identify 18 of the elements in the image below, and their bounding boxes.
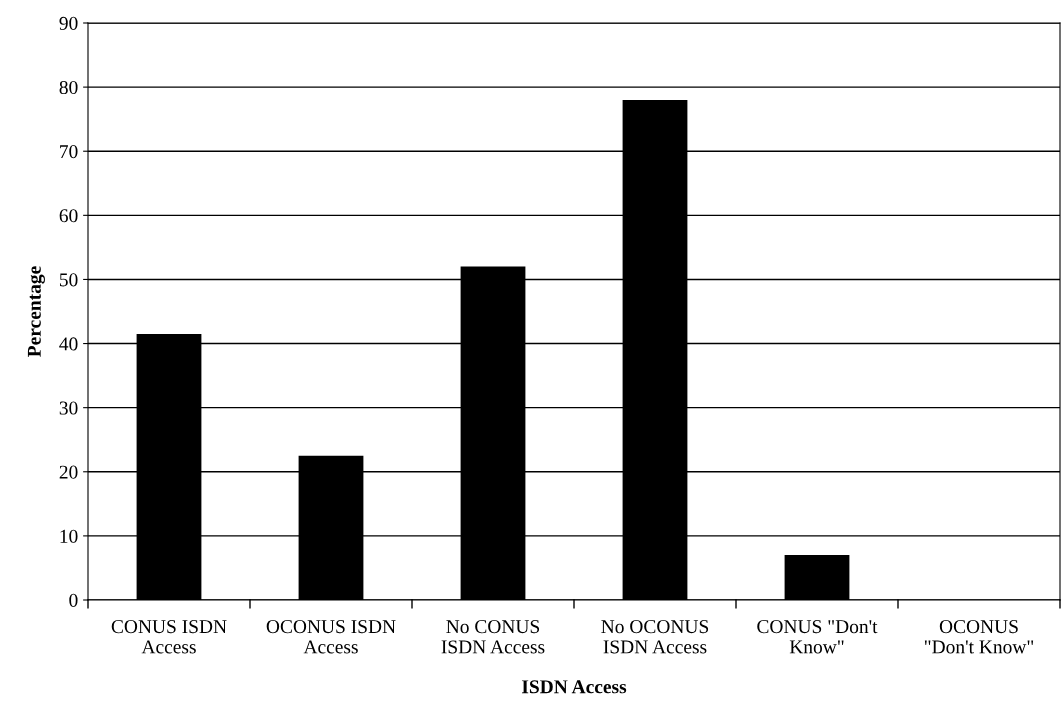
- x-tick-label: No OCONUS ISDN Access: [601, 620, 709, 654]
- y-tick-label: 0: [69, 593, 78, 607]
- y-tick-label: 30: [59, 401, 78, 415]
- y-axis-title: Percentage: [27, 266, 45, 357]
- y-tick-label: 70: [60, 145, 78, 159]
- x-axis-title: ISDN Access: [521, 680, 627, 694]
- x-tick-label: OCONUS "Don't Know": [924, 620, 1034, 654]
- x-tick-label: CONUS "Don't Know": [757, 620, 878, 654]
- y-tick-label: 20: [59, 465, 78, 479]
- x-tick-label: OCONUS ISDN Access: [266, 620, 396, 654]
- y-tick-label: 50: [59, 273, 78, 287]
- y-tick-label: 90: [59, 16, 78, 30]
- x-tick-label: CONUS ISDN Access: [111, 620, 227, 654]
- y-tick-label: 80: [59, 80, 78, 95]
- x-tick-label: No CONUS ISDN Access: [441, 620, 545, 654]
- y-tick-label: 60: [59, 209, 78, 223]
- y-tick-label: 10: [60, 529, 78, 543]
- y-tick-label: 40: [59, 337, 78, 351]
